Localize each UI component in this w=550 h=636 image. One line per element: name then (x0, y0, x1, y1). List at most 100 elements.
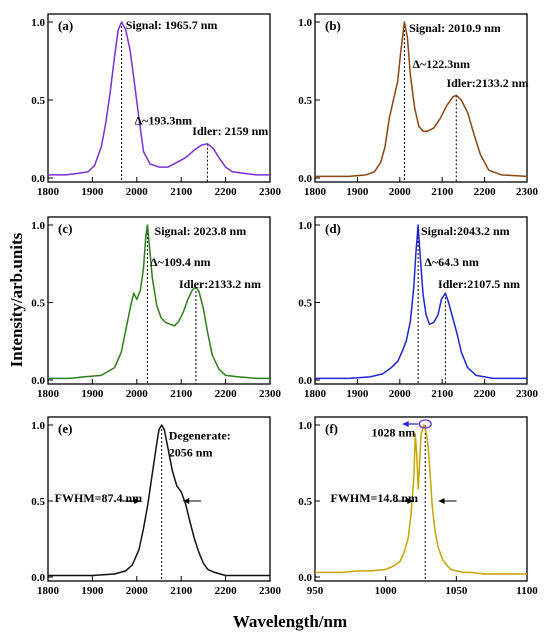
fwhm-arrowhead-left (407, 498, 414, 504)
panel-6: 950 1000 1050 1100 0.0 0.5 1.0 (f) 1028 nm FWHM=1… (298, 416, 538, 597)
x-tick-label: 2200 (474, 388, 497, 400)
panel-label: (b) (325, 18, 341, 33)
fwhm-arrowhead-right (438, 498, 445, 504)
annotation-label: 1028 nm (372, 426, 416, 440)
x-tick-label: 1900 (346, 186, 369, 198)
x-tick-label: 1900 (81, 186, 104, 198)
y-tick-label: 0.5 (31, 298, 45, 310)
annotation-label: FWHM=87.4 nm (55, 491, 143, 505)
y-tick-label: 0.0 (298, 572, 312, 584)
spectrum-line (315, 224, 527, 380)
annotation-label: Idler:2133.2 nm (179, 277, 261, 291)
y-tick-label: 1.0 (31, 220, 45, 232)
panel-5: 1800 1900 2000 2100 2200 2300 0.0 0.5 1.0 (e) Dege… (31, 416, 282, 597)
x-tick-label: 2200 (474, 186, 497, 198)
x-tick-label: 2200 (215, 388, 238, 400)
x-tick-label: 1800 (37, 186, 60, 198)
y-tick-label: 0.5 (298, 298, 312, 310)
annotation-label: Idler:2107.5 nm (438, 277, 520, 291)
plot-frame (314, 13, 528, 183)
x-tick-label: 1800 (304, 186, 327, 198)
spectrum-line (48, 21, 270, 176)
label-pointer-arrowhead (402, 421, 409, 427)
x-tick-label: 2000 (126, 186, 149, 198)
y-tick-label: 1.0 (31, 420, 45, 432)
y-tick-label: 1.0 (31, 17, 45, 29)
spectrum-line (315, 21, 528, 178)
spectrum-line (48, 224, 270, 380)
annotation-label: Signal: 2010.9 nm (409, 21, 501, 35)
x-tick-label: 2300 (259, 186, 282, 198)
x-tick-label: 2100 (170, 186, 193, 198)
x-tick-label: 1900 (81, 585, 104, 597)
annotation-label: Idler:2133.2 nm (446, 76, 528, 90)
y-tick-label: 0.0 (298, 173, 312, 185)
y-tick-label: 0.0 (31, 572, 45, 584)
spectrum-line (48, 424, 270, 577)
annotation-label: Δ~193.3nm (135, 113, 192, 127)
x-tick-label: 2200 (215, 186, 238, 198)
fwhm-arrowhead-left (134, 498, 141, 504)
annotation-label: Δ~64.3 nm (424, 255, 478, 269)
x-tick-label: 1900 (346, 388, 369, 400)
annotation-label: Degenerate: (169, 429, 231, 443)
x-tick-label: 1900 (81, 388, 104, 400)
y-tick-label: 1.0 (298, 17, 312, 29)
x-tick-label: 2300 (259, 388, 282, 400)
panel-label: (a) (58, 18, 73, 33)
x-tick-label: 2300 (516, 186, 539, 198)
x-tick-label: 2300 (259, 585, 282, 597)
panel-2: 1800 1900 2000 2100 2200 2300 0.0 0.5 1.0 (b) Sign… (298, 13, 539, 198)
fwhm-arrowhead-right (183, 498, 190, 504)
y-tick-label: 1.0 (298, 220, 312, 232)
y-tick-label: 0.0 (31, 375, 45, 387)
annotation-label: Signal: 2023.8 nm (155, 224, 247, 238)
panel-label: (e) (58, 421, 72, 436)
x-tick-label: 1000 (375, 585, 398, 597)
annotation-label: Δ~109.4 nm (150, 255, 210, 269)
y-tick-label: 1.0 (298, 420, 312, 432)
x-tick-label: 2100 (431, 388, 454, 400)
x-tick-label: 1800 (37, 388, 60, 400)
annotation-label: Δ~122.3nm (413, 57, 470, 71)
plot-frame (47, 13, 271, 183)
plot-frame (314, 216, 528, 385)
peak-highlight-circle (418, 419, 432, 429)
annotation-label: FWHM=14.8 nm (331, 491, 419, 505)
y-axis-title: Intensity/arb.units (7, 232, 26, 367)
panel-label: (f) (325, 421, 338, 436)
y-tick-label: 0.0 (298, 375, 312, 387)
x-tick-label: 2000 (389, 388, 412, 400)
x-tick-label: 1800 (304, 388, 327, 400)
panel-1: 1800 1900 2000 2100 2200 2300 0.0 0.5 1.0 (a) Sign… (31, 13, 282, 198)
y-tick-label: 0.0 (31, 173, 45, 185)
x-tick-label: 2300 (516, 388, 539, 400)
annotation-label: 2056 nm (169, 445, 213, 459)
x-tick-label: 2000 (126, 388, 149, 400)
annotation-label: Signal: 1965.7 nm (126, 18, 218, 32)
panel-3: 1800 1900 2000 2100 2200 2300 0.0 0.5 1.0 (c) Sign… (31, 216, 282, 400)
plot-frame (314, 416, 528, 582)
x-tick-label: 2100 (170, 388, 193, 400)
x-tick-label: 2000 (126, 585, 149, 597)
x-axis-title: Wavelength/nm (233, 612, 347, 631)
y-tick-label: 0.5 (298, 496, 312, 508)
plot-frame (47, 416, 271, 582)
x-tick-label: 2100 (431, 186, 454, 198)
x-tick-label: 2200 (215, 585, 238, 597)
plot-frame (47, 216, 271, 385)
x-tick-label: 1050 (445, 585, 468, 597)
y-tick-label: 0.5 (298, 95, 312, 107)
annotation-label: Signal:2043.2 nm (421, 224, 510, 238)
x-tick-label: 2000 (389, 186, 412, 198)
x-tick-label: 950 (307, 585, 324, 597)
x-tick-label: 2100 (170, 585, 193, 597)
y-tick-label: 0.5 (31, 496, 45, 508)
spectrum-line (315, 424, 527, 575)
panel-label: (c) (58, 221, 72, 236)
y-tick-label: 0.5 (31, 95, 45, 107)
panel-label: (d) (325, 221, 341, 236)
panel-4: 1800 1900 2000 2100 2200 2300 0.0 0.5 1.0 (d) Sign… (298, 216, 539, 400)
x-tick-label: 1100 (516, 585, 538, 597)
